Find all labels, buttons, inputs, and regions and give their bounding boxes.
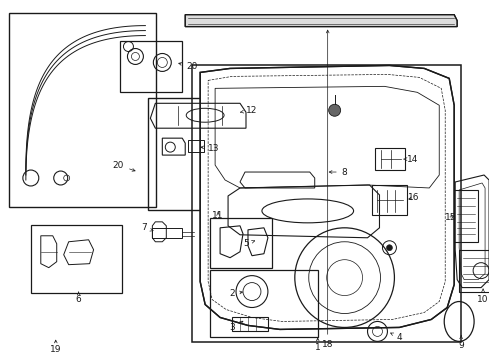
Polygon shape [185, 15, 457, 27]
Text: 2: 2 [229, 289, 243, 298]
Text: 14: 14 [404, 154, 418, 163]
Circle shape [387, 245, 392, 251]
Text: 16: 16 [408, 193, 419, 202]
Text: 9: 9 [458, 335, 464, 350]
Text: 11: 11 [212, 211, 224, 220]
Circle shape [329, 104, 341, 116]
Polygon shape [200, 66, 454, 329]
Text: 15: 15 [445, 213, 457, 222]
FancyBboxPatch shape [375, 148, 386, 170]
Text: 3: 3 [229, 321, 243, 332]
Text: 20: 20 [179, 62, 198, 71]
Text: 19: 19 [50, 340, 61, 354]
Text: 8: 8 [329, 167, 347, 176]
Text: 5: 5 [243, 239, 255, 248]
Text: 1: 1 [315, 338, 320, 352]
Text: 17: 17 [0, 359, 1, 360]
Text: 18: 18 [322, 30, 333, 349]
Text: 4: 4 [391, 333, 402, 342]
Text: 6: 6 [76, 292, 81, 304]
Text: 13: 13 [201, 144, 220, 153]
Text: 10: 10 [477, 289, 489, 304]
Text: 7: 7 [142, 223, 153, 232]
Text: 20: 20 [113, 161, 135, 171]
Text: 12: 12 [241, 106, 258, 115]
